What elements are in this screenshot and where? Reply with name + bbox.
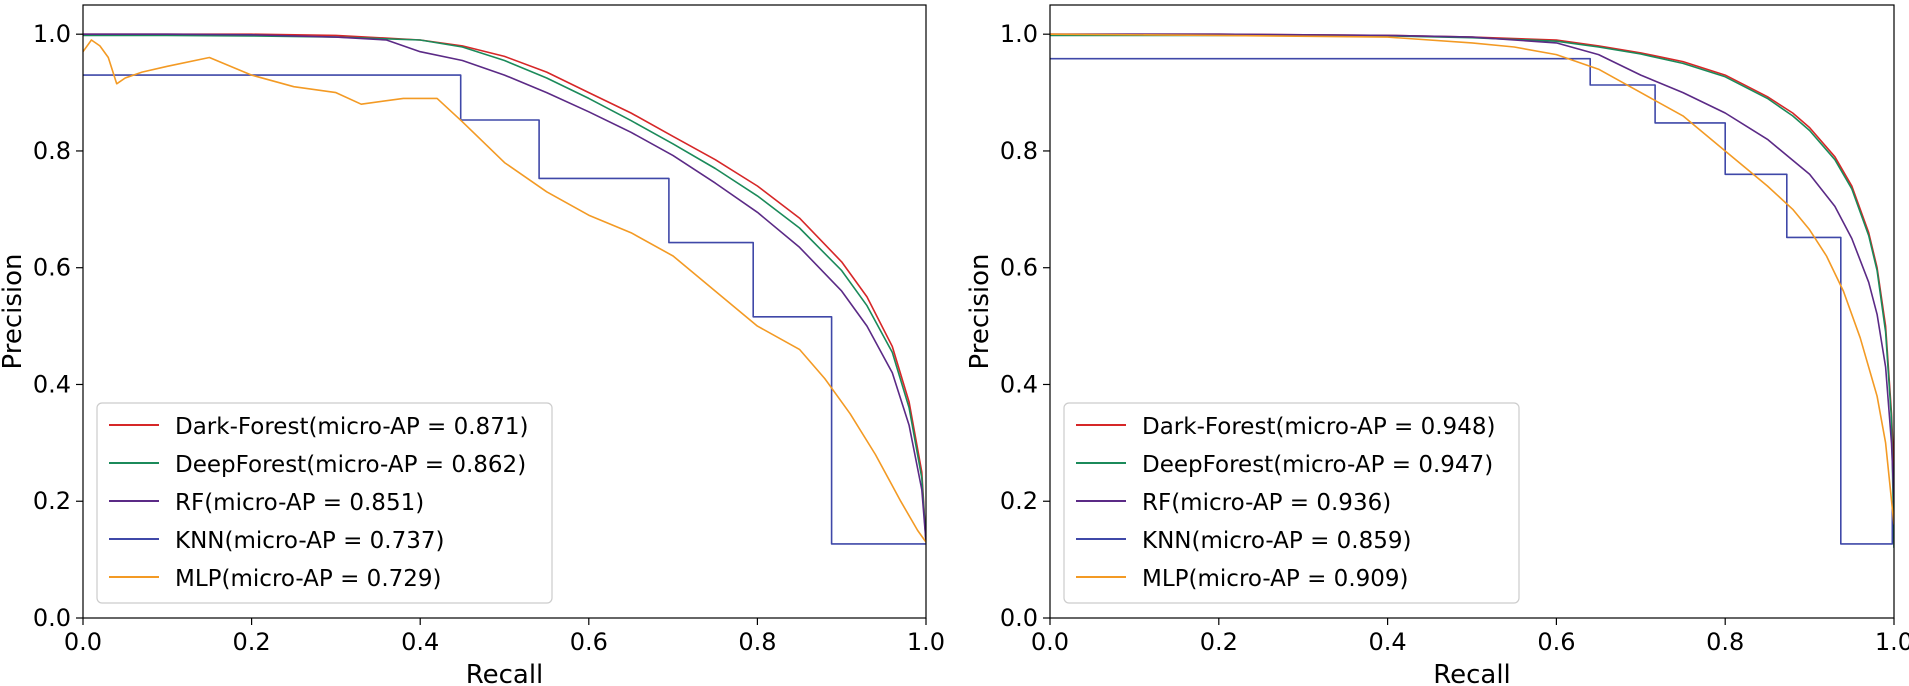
- y-tick-label: 0.2: [1000, 487, 1038, 515]
- series-group: [1050, 33, 1894, 548]
- x-tick-label: 0.6: [570, 628, 608, 656]
- y-tick-label: 0.6: [33, 254, 71, 282]
- y-tick-label: 0.4: [1000, 370, 1038, 398]
- y-tick-label: 0.8: [1000, 137, 1038, 165]
- legend-box: [96, 402, 553, 604]
- legend-label-4: KNN(micro-AP = 0.737): [175, 528, 444, 554]
- x-tick-label: 0.2: [233, 628, 271, 656]
- legend-box: [1063, 402, 1520, 604]
- y-tick-label: 0.4: [33, 370, 71, 398]
- y-tick-label: 1.0: [1000, 20, 1038, 48]
- legend-label-5: MLP(micro-AP = 0.909): [1142, 566, 1409, 592]
- legend-label-3: RF(micro-AP = 0.851): [175, 490, 424, 516]
- chart-left: 0.0 0.2 0.4 0.6 0.8 1.0 0.0 0.2 0.4 0.6 0.8 1.0 Reca…: [0, 4, 945, 686]
- x-tick-label: 0.8: [738, 628, 776, 656]
- series-line-3: [1050, 33, 1894, 502]
- y-axis-label: Precision: [0, 253, 28, 369]
- legend-label-1: Dark-Forest(micro-AP = 0.871): [175, 414, 528, 440]
- y-tick-label: 0.2: [33, 487, 71, 515]
- legend-label-5: MLP(micro-AP = 0.729): [175, 566, 442, 592]
- x-tick-label: 1.0: [907, 628, 945, 656]
- series-line-4: [1050, 57, 1894, 545]
- plot-frame: [82, 4, 927, 619]
- y-tick-label: 1.0: [33, 20, 71, 48]
- series-line-1: [83, 33, 926, 543]
- x-axis-label: Recall: [466, 660, 544, 686]
- x-tick-label: 0.8: [1706, 628, 1744, 656]
- legend-label-2: DeepForest(micro-AP = 0.947): [1142, 452, 1493, 478]
- x-tick-label: 0.0: [1031, 628, 1069, 656]
- series-line-5: [1050, 33, 1894, 525]
- series-line-4: [83, 74, 926, 545]
- legend-label-3: RF(micro-AP = 0.936): [1142, 490, 1391, 516]
- legend-label-4: KNN(micro-AP = 0.859): [1142, 528, 1411, 554]
- x-tick-label: 0.0: [64, 628, 102, 656]
- legend: Dark-Forest(micro-AP = 0.948) DeepForest(…: [1063, 402, 1520, 604]
- series-group: [83, 33, 926, 545]
- y-tick-label: 0.6: [1000, 254, 1038, 282]
- legend-label-2: DeepForest(micro-AP = 0.862): [175, 452, 526, 478]
- x-tick-label: 1.0: [1875, 628, 1909, 656]
- x-tick-label: 0.6: [1537, 628, 1575, 656]
- x-tick-label: 0.4: [1369, 628, 1407, 656]
- legend: Dark-Forest(micro-AP = 0.871) DeepForest(…: [96, 402, 553, 604]
- chart-right: 0.0 0.2 0.4 0.6 0.8 1.0 0.0 0.2 0.4 0.6 0.8 1.0 Reca…: [965, 4, 1909, 686]
- legend-label-1: Dark-Forest(micro-AP = 0.948): [1142, 414, 1495, 440]
- x-axis-label: Recall: [1433, 660, 1511, 686]
- x-tick-label: 0.4: [401, 628, 439, 656]
- series-line-3: [83, 33, 926, 543]
- y-tick-label: 0.0: [1000, 604, 1038, 632]
- x-tick-label: 0.2: [1200, 628, 1238, 656]
- y-axis-label: Precision: [965, 253, 995, 369]
- y-tick-label: 0.0: [33, 604, 71, 632]
- y-tick-label: 0.8: [33, 137, 71, 165]
- series-line-5: [83, 39, 926, 543]
- plot-frame: [1049, 4, 1895, 619]
